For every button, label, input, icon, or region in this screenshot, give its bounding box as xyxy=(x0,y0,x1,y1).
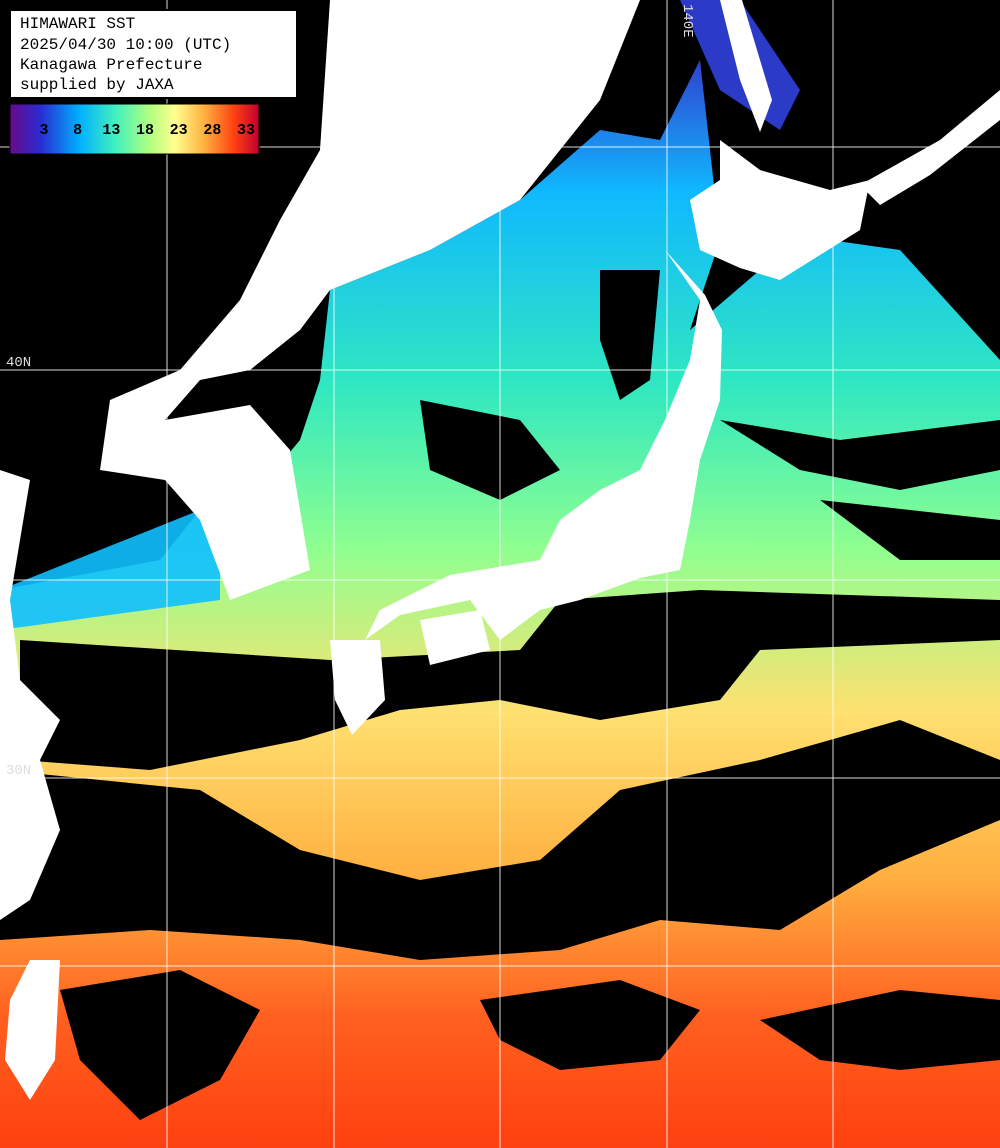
colorbar-tick-label: 33 xyxy=(237,122,255,139)
clouds xyxy=(0,270,1000,1120)
colorbar-tick-label: 8 xyxy=(73,122,82,139)
info-box-frame xyxy=(9,9,298,99)
colorbar: 3 8 13 18 23 28 33 xyxy=(9,103,260,155)
lon-label: 140E xyxy=(679,4,695,38)
header-line: Kanagawa Prefecture xyxy=(20,56,202,74)
colorbar-tick-label: 18 xyxy=(136,122,154,139)
colorbar-tick-label: 3 xyxy=(39,122,48,139)
colorbar-ramp xyxy=(9,103,260,155)
colorbar-tick-label: 23 xyxy=(170,122,188,139)
lat-label: 30N xyxy=(6,763,31,779)
colorbar-tick-label: 28 xyxy=(203,122,221,139)
info-box: HIMAWARI SST 2025/04/30 10:00 (UTC) Kana… xyxy=(9,9,298,99)
header-line: supplied by JAXA xyxy=(20,76,174,94)
header-line: 2025/04/30 10:00 (UTC) xyxy=(20,36,231,54)
header-line: HIMAWARI SST xyxy=(20,15,135,33)
colorbar-tick-label: 13 xyxy=(102,122,120,139)
lat-label: 40N xyxy=(6,355,31,371)
